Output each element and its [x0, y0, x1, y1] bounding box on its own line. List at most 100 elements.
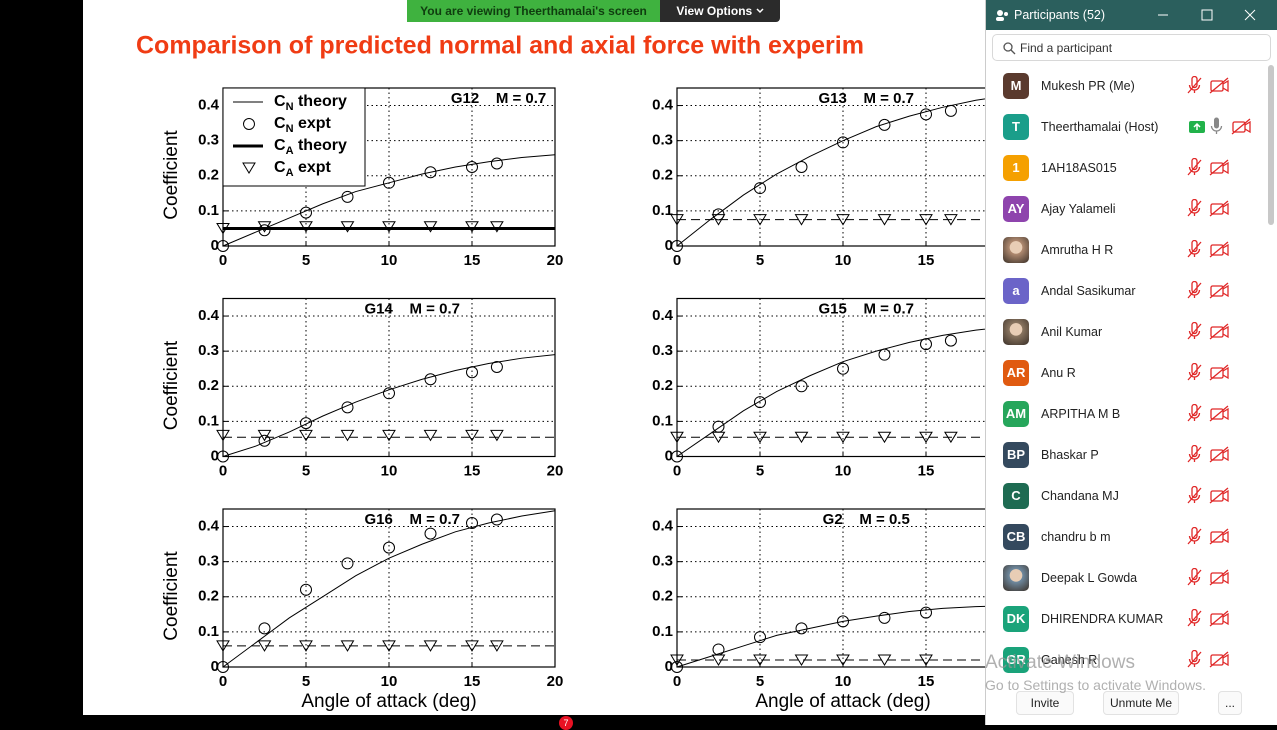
plot-frame [222, 297, 556, 458]
data-point [490, 157, 503, 170]
data-point [217, 450, 229, 463]
plot-frame [676, 297, 985, 458]
x-tick-label: 10 [381, 252, 398, 269]
y-tick-label: 0 [665, 237, 673, 254]
x-tick-label: 0 [673, 673, 681, 690]
view-options-label[interactable]: View Options [676, 4, 753, 18]
data-point [754, 182, 766, 195]
avatar: AM [1003, 400, 1029, 427]
participant-row[interactable]: AR Anu R [986, 352, 1266, 393]
y-tick-label: 0.4 [652, 518, 674, 535]
participant-row[interactable]: GR Ganesh R [986, 639, 1266, 680]
data-point [340, 429, 355, 442]
status-icons [1187, 486, 1229, 504]
participant-row[interactable]: Anil Kumar [986, 311, 1266, 352]
panel-button[interactable]: Invite [1016, 691, 1074, 715]
participant-name: Anu R [1041, 365, 1076, 380]
data-point [466, 517, 478, 530]
y-tick-label: 0.2 [198, 588, 219, 605]
participant-row[interactable]: AM ARPITHA M B [986, 393, 1266, 434]
avatar: BP [1003, 441, 1029, 468]
search-icon [1003, 41, 1016, 54]
participant-name: Ajay Yalameli [1041, 201, 1116, 216]
y-tick-label: 0.3 [652, 342, 673, 359]
x-tick-label: 20 [547, 462, 564, 479]
series-line [676, 98, 985, 247]
avatar: T [1003, 113, 1029, 140]
plot-frame [222, 508, 556, 668]
status-icons [1210, 117, 1251, 135]
x-tick-label: 5 [302, 252, 310, 269]
data-point [257, 221, 272, 233]
data-point [382, 221, 396, 233]
y-axis-label: Coefficient [161, 130, 182, 220]
y-tick-label: 0 [211, 658, 219, 675]
view-options[interactable]: View Options [660, 0, 780, 22]
data-point [670, 431, 684, 444]
y-tick-label: 0 [665, 447, 673, 464]
data-point [424, 527, 437, 540]
data-point [944, 334, 957, 347]
y-tick-label: 0.2 [652, 588, 673, 605]
data-point [711, 431, 726, 444]
participant-row[interactable]: 1 1AH18AS015 [986, 147, 1266, 188]
data-point [919, 431, 933, 444]
avatar: AR [1003, 359, 1029, 386]
participant-name: Ganesh R [1041, 652, 1098, 667]
x-tick-label: 10 [835, 252, 852, 269]
data-point [837, 136, 849, 149]
legend-label: CN expt [274, 115, 332, 135]
participant-row[interactable]: AY Ajay Yalameli [986, 188, 1266, 229]
status-icons [1187, 322, 1229, 340]
participant-row[interactable]: CB chandru b m [986, 516, 1266, 557]
data-point [920, 338, 932, 351]
data-point [795, 622, 808, 635]
data-point [944, 214, 958, 226]
data-point [382, 429, 396, 442]
data-point [340, 221, 355, 233]
plot-area [677, 509, 985, 667]
avatar [1003, 564, 1029, 591]
avatar: CB [1003, 523, 1029, 550]
status-icons [1187, 527, 1229, 545]
participant-row[interactable]: T Theerthamalai (Host) [986, 106, 1266, 147]
x-tick-label: 15 [464, 673, 481, 690]
data-point [423, 429, 438, 442]
participant-row[interactable]: Amrutha H R [986, 229, 1266, 270]
data-point [754, 631, 766, 644]
x-tick-label: 15 [464, 462, 481, 479]
panel-button[interactable]: Unmute Me [1103, 691, 1179, 715]
x-tick-label: 5 [756, 252, 764, 269]
data-point [753, 654, 767, 666]
series-line [676, 605, 985, 668]
data-point [424, 166, 437, 179]
participant-name: ARPITHA M B [1041, 406, 1121, 421]
search-box[interactable]: Find a participant [992, 34, 1271, 61]
slide-title: Comparison of predicted normal and axial… [136, 32, 864, 60]
participant-name: Bhaskar P [1041, 447, 1099, 462]
participant-row[interactable]: a Andal Sasikumar [986, 270, 1266, 311]
status-icons [1187, 281, 1229, 299]
participant-row[interactable]: M Mukesh PR (Me) [986, 65, 1266, 106]
participant-row[interactable]: BP Bhaskar P [986, 434, 1266, 475]
data-point [794, 654, 809, 666]
window-controls[interactable] [1156, 8, 1256, 22]
panel-button[interactable]: ... [1218, 691, 1242, 715]
avatar: GR [1003, 646, 1029, 673]
participant-row[interactable]: Deepak L Gowda [986, 557, 1266, 598]
data-point [754, 396, 766, 409]
data-point [753, 431, 767, 444]
series-line [676, 328, 985, 457]
y-tick-label: 0.4 [198, 97, 220, 114]
data-point [671, 661, 683, 673]
participant-row[interactable]: DK DHIRENDRA KUMAR [986, 598, 1266, 639]
scrollbar[interactable] [1268, 65, 1274, 225]
data-point [466, 161, 478, 173]
data-point [836, 431, 850, 444]
y-tick-label: 0.3 [198, 553, 219, 570]
data-point [258, 622, 271, 635]
status-icons [1187, 404, 1229, 422]
participant-row[interactable]: C Chandana MJ [986, 475, 1266, 516]
x-tick-label: 5 [302, 462, 310, 479]
plot-frame [676, 87, 985, 247]
